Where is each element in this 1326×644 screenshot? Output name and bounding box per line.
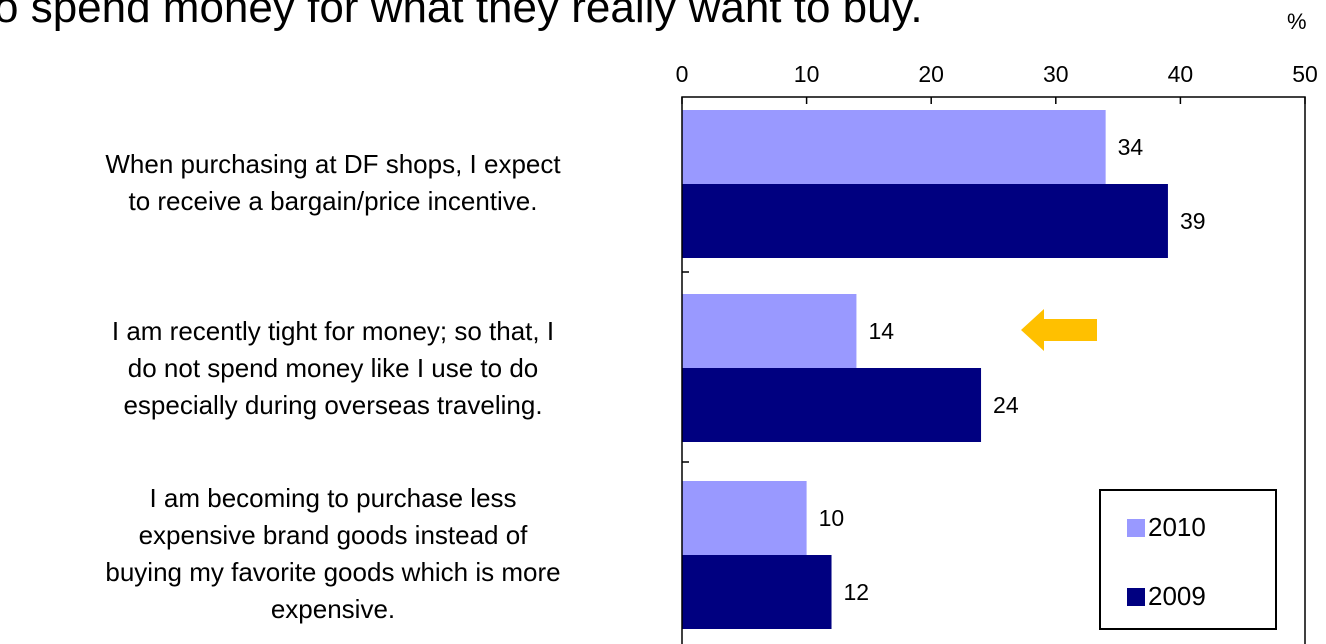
- category-label-1: I am recently tight for money; so that, …: [0, 313, 666, 424]
- category-label-2-line-2: buying my favorite goods which is more: [105, 557, 561, 587]
- data-label-2010-0: 34: [1118, 134, 1144, 160]
- data-label-2010-1: 14: [868, 318, 894, 344]
- x-tick-label-50: 50: [1292, 61, 1318, 87]
- bar-2010-0: [682, 110, 1106, 184]
- x-tick-label-10: 10: [794, 61, 820, 87]
- bar-2009-0: [682, 184, 1168, 258]
- x-tick-label-0: 0: [676, 61, 689, 87]
- data-label-2009-2: 12: [844, 579, 870, 605]
- category-label-2-line-0: I am becoming to purchase less: [149, 483, 517, 513]
- data-label-2009-0: 39: [1180, 208, 1206, 234]
- highlight-arrow-icon: [1021, 309, 1097, 351]
- legend-item-2009: 2009: [1127, 583, 1206, 609]
- category-label-0-line-1: to receive a bargain/price incentive.: [128, 186, 538, 216]
- legend: 2010 2009: [1099, 489, 1277, 630]
- data-label-2009-1: 24: [993, 392, 1019, 418]
- category-label-0: When purchasing at DF shops, I expect to …: [0, 146, 666, 220]
- axis-unit-label: %: [1287, 9, 1307, 34]
- bars: [682, 110, 1168, 629]
- x-tick-label-30: 30: [1043, 61, 1069, 87]
- legend-swatch-2010: [1127, 519, 1145, 537]
- bar-2009-1: [682, 368, 982, 442]
- category-label-1-line-0: I am recently tight for money; so that, …: [111, 316, 555, 346]
- legend-item-2010: 2010: [1127, 514, 1206, 540]
- x-tick-label-40: 40: [1168, 61, 1194, 87]
- category-label-0-line-0: When purchasing at DF shops, I expect: [105, 149, 561, 179]
- bar-2009-2: [682, 555, 832, 629]
- bar-2010-2: [682, 481, 807, 555]
- legend-label-2009: 2009: [1148, 581, 1206, 611]
- x-axis-ticks: 0 10 20 30 40 50: [676, 61, 1318, 463]
- category-label-2: I am becoming to purchase less expensive …: [0, 480, 666, 628]
- data-label-2010-2: 10: [819, 505, 845, 531]
- category-label-1-line-1: do not spend money like I use to do: [127, 353, 539, 383]
- legend-label-2010: 2010: [1148, 512, 1206, 542]
- plot-frame: [681, 96, 1306, 644]
- legend-swatch-2009: [1127, 588, 1145, 606]
- data-labels: 34 14 10 39 24 12: [819, 134, 1206, 605]
- category-label-1-line-2: especially during overseas traveling.: [123, 390, 543, 420]
- slide-headline: o spend money for what they really want …: [0, 0, 923, 32]
- x-tick-label-20: 20: [918, 61, 944, 87]
- bar-2010-1: [682, 294, 857, 368]
- category-label-2-line-1: expensive brand goods instead of: [138, 520, 528, 550]
- category-label-2-line-3: expensive.: [270, 594, 396, 624]
